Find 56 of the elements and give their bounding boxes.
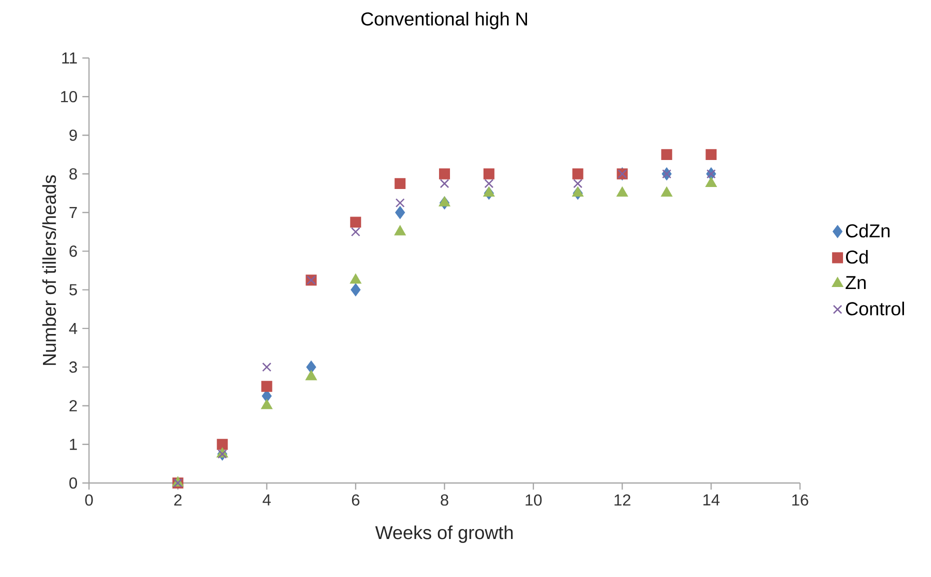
point [350, 216, 362, 228]
point [395, 206, 405, 219]
y-tick-label: 1 [70, 438, 77, 450]
y-tick-label: 8 [69, 168, 77, 180]
point [262, 362, 272, 372]
x-tick-label: 0 [85, 494, 93, 506]
point [395, 198, 405, 208]
x-tick-label: 10 [526, 494, 542, 506]
x-axis-title: Weeks of growth [375, 526, 513, 543]
point [261, 399, 272, 410]
point [216, 438, 228, 450]
point [573, 178, 582, 188]
y-tick-label: 3 [69, 361, 77, 373]
y-tick-label: 4 [69, 322, 78, 334]
point [439, 168, 450, 180]
point [306, 360, 316, 374]
point [661, 149, 672, 160]
y-tick-label: 7 [70, 207, 77, 218]
y-tick-label: 0 [69, 477, 78, 489]
point [483, 186, 494, 197]
y-tick-label: 9 [69, 130, 77, 141]
legend-label: Cd [846, 250, 868, 264]
point [706, 149, 717, 160]
point [261, 380, 272, 392]
point [706, 177, 717, 188]
point [306, 370, 317, 380]
point [616, 186, 628, 197]
chart-title: Conventional high N [361, 12, 527, 30]
point [394, 178, 406, 190]
legend-label: CdZn [846, 224, 890, 238]
x-tick-label: 6 [352, 494, 360, 506]
x-tick-label: 8 [440, 494, 448, 506]
point [438, 196, 450, 206]
point [661, 186, 672, 197]
point [483, 168, 494, 180]
y-tick-label: 2 [70, 400, 77, 412]
point [440, 178, 450, 188]
y-axis-title: Number of tillers/heads [42, 175, 56, 365]
x-tick-label: 4 [262, 494, 271, 506]
point [484, 178, 494, 188]
x-tick-label: 16 [792, 494, 808, 506]
y-tick-label: 11 [62, 52, 77, 64]
y-tick-label: 6 [70, 246, 77, 257]
point [351, 227, 360, 236]
point [572, 168, 584, 180]
point [572, 186, 584, 197]
legend-label: Control [846, 302, 904, 316]
y-tick-label: 10 [61, 90, 78, 102]
legend-label: Zn [846, 276, 866, 290]
point [394, 226, 406, 236]
y-tick-label: 5 [69, 284, 77, 296]
point [350, 274, 362, 284]
x-tick-label: 2 [174, 494, 182, 506]
x-tick-label: 12 [614, 494, 630, 506]
x-tick-label: 14 [703, 494, 720, 506]
point [350, 284, 360, 296]
